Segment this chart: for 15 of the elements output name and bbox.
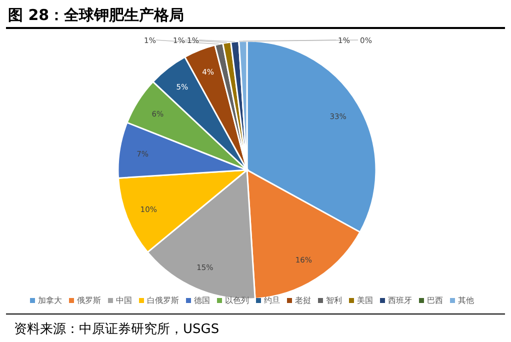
legend-label: 老挝 bbox=[295, 296, 311, 305]
legend-label: 俄罗斯 bbox=[77, 296, 101, 305]
legend-label: 巴西 bbox=[427, 296, 443, 305]
legend-label: 约旦 bbox=[264, 296, 280, 305]
legend-label: 白俄罗斯 bbox=[147, 296, 179, 305]
text: 资料来源：中原证券研究所，USGS bbox=[14, 322, 220, 337]
legend-label: 中国 bbox=[116, 296, 132, 305]
legend-label: 以色列 bbox=[225, 296, 249, 305]
legend-label: 其他 bbox=[458, 296, 474, 305]
legend-label: 智利 bbox=[326, 296, 342, 305]
legend-label: 德国 bbox=[194, 296, 210, 305]
legend-label: 美国 bbox=[357, 296, 373, 305]
legend-label: 加拿大 bbox=[38, 296, 62, 305]
legend-label: 西班牙 bbox=[388, 296, 412, 305]
chart-title: 图 28：全球钾肥生产格局 bbox=[8, 6, 184, 24]
